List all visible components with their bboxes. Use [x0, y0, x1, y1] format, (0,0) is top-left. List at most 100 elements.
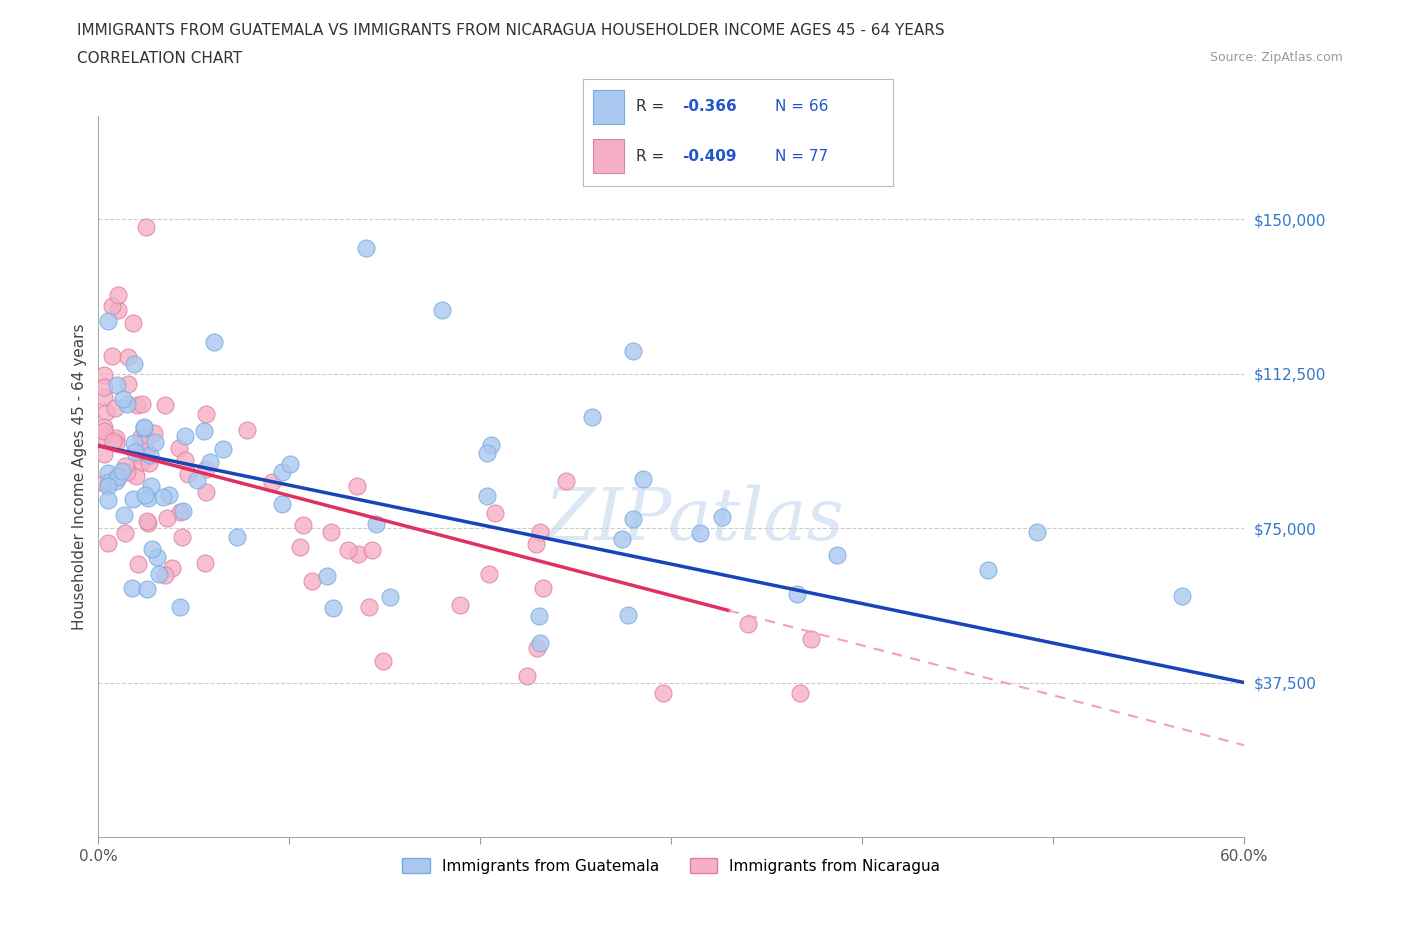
Point [157, 487, 180, 502]
Point [364, 516, 387, 531]
Point [115, 465, 138, 480]
Point [484, 505, 506, 520]
Point [93, 379, 115, 394]
Point [101, 299, 124, 313]
Point [155, 568, 177, 583]
Point [977, 563, 1000, 578]
Text: R =: R = [636, 100, 669, 114]
Point [94, 405, 117, 419]
Point [200, 455, 222, 470]
Point [117, 377, 139, 392]
Point [475, 489, 498, 504]
Point [430, 302, 453, 317]
Point [135, 513, 157, 528]
Point [93, 367, 115, 382]
Text: -0.366: -0.366 [682, 100, 737, 114]
Point [271, 497, 294, 512]
Point [100, 349, 122, 364]
Point [278, 457, 301, 472]
Text: Source: ZipAtlas.com: Source: ZipAtlas.com [1209, 51, 1343, 64]
Point [121, 581, 143, 596]
Point [146, 550, 169, 565]
Point [101, 434, 124, 449]
Point [554, 474, 576, 489]
Point [270, 464, 292, 479]
Text: N = 77: N = 77 [775, 149, 828, 164]
Point [135, 432, 157, 446]
Point [105, 378, 128, 392]
Point [125, 469, 148, 484]
Point [134, 487, 156, 502]
Point [202, 335, 225, 350]
Point [148, 566, 170, 581]
Point [134, 420, 156, 435]
Point [143, 434, 166, 449]
Point [135, 220, 157, 235]
Point [155, 398, 177, 413]
Point [621, 512, 644, 526]
Point [531, 580, 554, 595]
Point [93, 423, 115, 438]
Point [800, 631, 823, 646]
Point [122, 491, 145, 506]
Point [160, 561, 183, 576]
Point [292, 517, 315, 532]
Point [260, 475, 283, 490]
Point [104, 401, 127, 416]
Point [97, 466, 120, 481]
Point [825, 548, 848, 563]
Point [288, 539, 311, 554]
Point [115, 397, 138, 412]
Point [105, 469, 128, 484]
Text: CORRELATION CHART: CORRELATION CHART [77, 51, 242, 66]
Point [122, 356, 145, 371]
Bar [593, 139, 624, 173]
Point [136, 491, 159, 506]
Point [524, 536, 547, 551]
Point [1025, 525, 1047, 539]
Point [134, 421, 156, 436]
Point [172, 504, 194, 519]
Point [169, 441, 191, 456]
Point [152, 490, 174, 505]
Point [526, 641, 548, 656]
Point [142, 426, 165, 441]
Point [122, 436, 145, 451]
Point [1171, 589, 1194, 604]
Point [169, 600, 191, 615]
Text: ZIPatlas: ZIPatlas [544, 485, 844, 555]
Point [131, 396, 153, 411]
Point [139, 447, 162, 462]
Point [107, 287, 129, 302]
Point [354, 241, 377, 256]
Point [172, 530, 194, 545]
Point [129, 447, 152, 462]
Point [111, 463, 134, 478]
Point [117, 350, 139, 365]
Point [105, 435, 128, 450]
Point [581, 410, 603, 425]
Point [617, 608, 640, 623]
Point [336, 542, 359, 557]
Point [107, 302, 129, 317]
Point [357, 599, 380, 614]
Point [124, 445, 146, 459]
Point [378, 590, 401, 604]
Point [479, 438, 502, 453]
Point [301, 573, 323, 588]
Point [347, 547, 370, 562]
Point [104, 473, 127, 488]
Point [529, 525, 551, 539]
Legend: Immigrants from Guatemala, Immigrants from Nicaragua: Immigrants from Guatemala, Immigrants fr… [396, 852, 946, 880]
Point [114, 526, 136, 541]
Point [135, 444, 157, 458]
Point [97, 479, 120, 494]
Point [477, 445, 499, 460]
Point [97, 536, 120, 551]
Point [322, 601, 344, 616]
Point [195, 461, 218, 476]
Point [127, 397, 149, 412]
Text: -0.409: -0.409 [682, 149, 737, 164]
Point [527, 608, 550, 623]
Point [236, 422, 259, 437]
